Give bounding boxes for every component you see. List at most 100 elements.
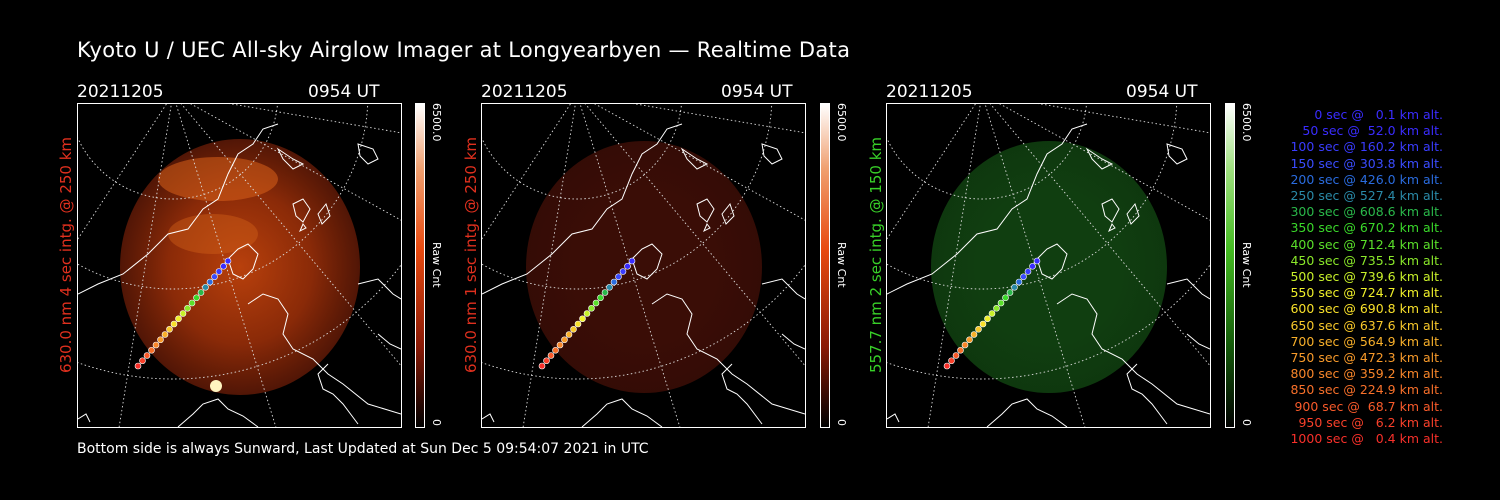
legend-entry: 800 sec @ 359.2 km alt. <box>1290 366 1443 382</box>
aurora-patch <box>158 157 278 201</box>
trajectory-point <box>570 325 577 333</box>
trajectory-point <box>1002 294 1009 302</box>
legend-entry: 350 sec @ 670.2 km alt. <box>1290 220 1443 236</box>
panel-3-colorbar-min: 0 <box>1240 419 1253 426</box>
legend-entry: 1000 sec @ 0.4 km alt. <box>1290 431 1443 447</box>
trajectory-point <box>970 331 978 338</box>
trajectory-point <box>1024 268 1032 275</box>
legend-entry: 50 sec @ 52.0 km alt. <box>1302 123 1443 139</box>
trajectory-point <box>202 283 209 291</box>
trajectory-point <box>619 268 627 275</box>
trajectory-legend: 0 sec @ 0.1 km alt. 50 sec @ 52.0 km alt.… <box>1290 107 1443 447</box>
panel-1-time: 0954 UT <box>308 82 380 102</box>
trajectory-point <box>948 357 955 365</box>
legend-entry: 750 sec @ 472.3 km alt. <box>1290 350 1443 366</box>
panel-1-colorbar-unit: Raw Cnt <box>430 242 443 288</box>
trajectory-point <box>220 262 227 270</box>
trajectory-point <box>552 346 559 354</box>
legend-entry: 850 sec @ 224.9 km alt. <box>1290 382 1443 398</box>
trajectory-point <box>538 362 546 370</box>
legend-entry: 650 sec @ 637.6 km alt. <box>1290 317 1443 333</box>
trajectory-point <box>1015 278 1023 286</box>
legend-entry: 300 sec @ 608.6 km alt. <box>1290 204 1443 220</box>
trajectory-point <box>610 278 618 286</box>
trajectory-point <box>561 336 568 344</box>
trajectory-point <box>211 273 218 281</box>
trajectory-point <box>148 346 155 354</box>
panel-3-side-label: 557.7 nm 2 sec intg. @ 150 km <box>867 136 885 374</box>
coastline <box>887 123 1210 427</box>
trajectory-point <box>565 331 573 338</box>
trajectory-point <box>588 304 595 312</box>
trajectory-point <box>556 341 564 349</box>
trajectory-point <box>975 325 982 333</box>
legend-entry: 200 sec @ 426.0 km alt. <box>1290 171 1443 187</box>
panel-1-colorbar-min: 0 <box>430 419 443 426</box>
panel-2-date: 20211205 <box>481 82 568 102</box>
legend-entry: 500 sec @ 739.6 km alt. <box>1290 269 1443 285</box>
legend-entry: 150 sec @ 303.8 km alt. <box>1290 155 1443 171</box>
panel-3-colorbar <box>1225 103 1235 428</box>
legend-entry: 450 sec @ 735.5 km alt. <box>1290 252 1443 268</box>
legend-entry: 900 sec @ 68.7 km alt. <box>1294 398 1443 414</box>
trajectory-point <box>961 341 969 349</box>
panel-3-image <box>886 103 1211 428</box>
legend-entry: 950 sec @ 6.2 km alt. <box>1298 414 1443 430</box>
trajectory-point <box>152 341 160 349</box>
panel-3-time: 0954 UT <box>1126 82 1198 102</box>
trajectory-point <box>179 310 187 317</box>
legend-entry: 0 sec @ 0.1 km alt. <box>1314 107 1443 122</box>
trajectory-point <box>984 315 991 323</box>
trajectory-point <box>175 315 182 323</box>
panel-2-colorbar-max: 6500.0 <box>835 103 848 142</box>
trajectory-point <box>579 315 586 323</box>
panel-2-colorbar-unit: Raw Cnt <box>835 242 848 288</box>
trajectory-point <box>583 310 591 317</box>
trajectory-point <box>157 336 164 344</box>
trajectory-point <box>184 304 191 312</box>
panel-3-colorbar-unit: Raw Cnt <box>1240 242 1253 288</box>
panel-2-time: 0954 UT <box>721 82 793 102</box>
trajectory-point <box>547 352 555 359</box>
trajectory-point <box>1011 283 1018 291</box>
trajectory-point <box>1029 262 1036 270</box>
panel-1-date: 20211205 <box>77 82 164 102</box>
allsky-disk <box>120 139 360 395</box>
page-title: Kyoto U / UEC All-sky Airglow Imager at … <box>77 38 851 62</box>
sky-map <box>482 104 805 427</box>
aurora-patch <box>168 214 258 254</box>
trajectory-point <box>601 289 609 296</box>
trajectory-point <box>966 336 973 344</box>
panel-1-side-label: 630.0 nm 4 sec intg. @ 250 km <box>57 136 75 374</box>
sky-map <box>887 104 1210 427</box>
trajectory-point <box>197 289 205 296</box>
panel-1-image <box>77 103 402 428</box>
trajectory-point <box>193 294 200 302</box>
panel-2-image <box>481 103 806 428</box>
panel-3-colorbar-max: 6500.0 <box>1240 103 1253 142</box>
legend-entry: 400 sec @ 712.4 km alt. <box>1290 236 1443 252</box>
legend-entry: 600 sec @ 690.8 km alt. <box>1290 301 1443 317</box>
legend-entry: 700 sec @ 564.9 km alt. <box>1290 333 1443 349</box>
trajectory-point <box>143 352 151 359</box>
panel-2-colorbar-min: 0 <box>835 419 848 426</box>
coastline <box>482 123 805 427</box>
panel-2-side-label: 630.0 nm 1 sec intg. @ 250 km <box>462 136 480 374</box>
trajectory-point <box>574 320 582 328</box>
trajectory-point <box>979 320 987 328</box>
allsky-disk <box>526 141 762 393</box>
trajectory-point <box>592 299 600 307</box>
panel-3-date: 20211205 <box>886 82 973 102</box>
trajectory-point <box>606 283 613 291</box>
trajectory-point <box>224 257 232 265</box>
legend-entry: 550 sec @ 724.7 km alt. <box>1290 285 1443 301</box>
trajectory-point <box>957 346 964 354</box>
trajectory-point <box>597 294 604 302</box>
trajectory-point <box>161 331 169 338</box>
trajectory-point <box>543 357 550 365</box>
legend-entry: 250 sec @ 527.4 km alt. <box>1290 188 1443 204</box>
trajectory-point <box>628 257 636 265</box>
trajectory-point <box>943 362 951 370</box>
trajectory-point <box>139 357 146 365</box>
trajectory-point <box>993 304 1000 312</box>
